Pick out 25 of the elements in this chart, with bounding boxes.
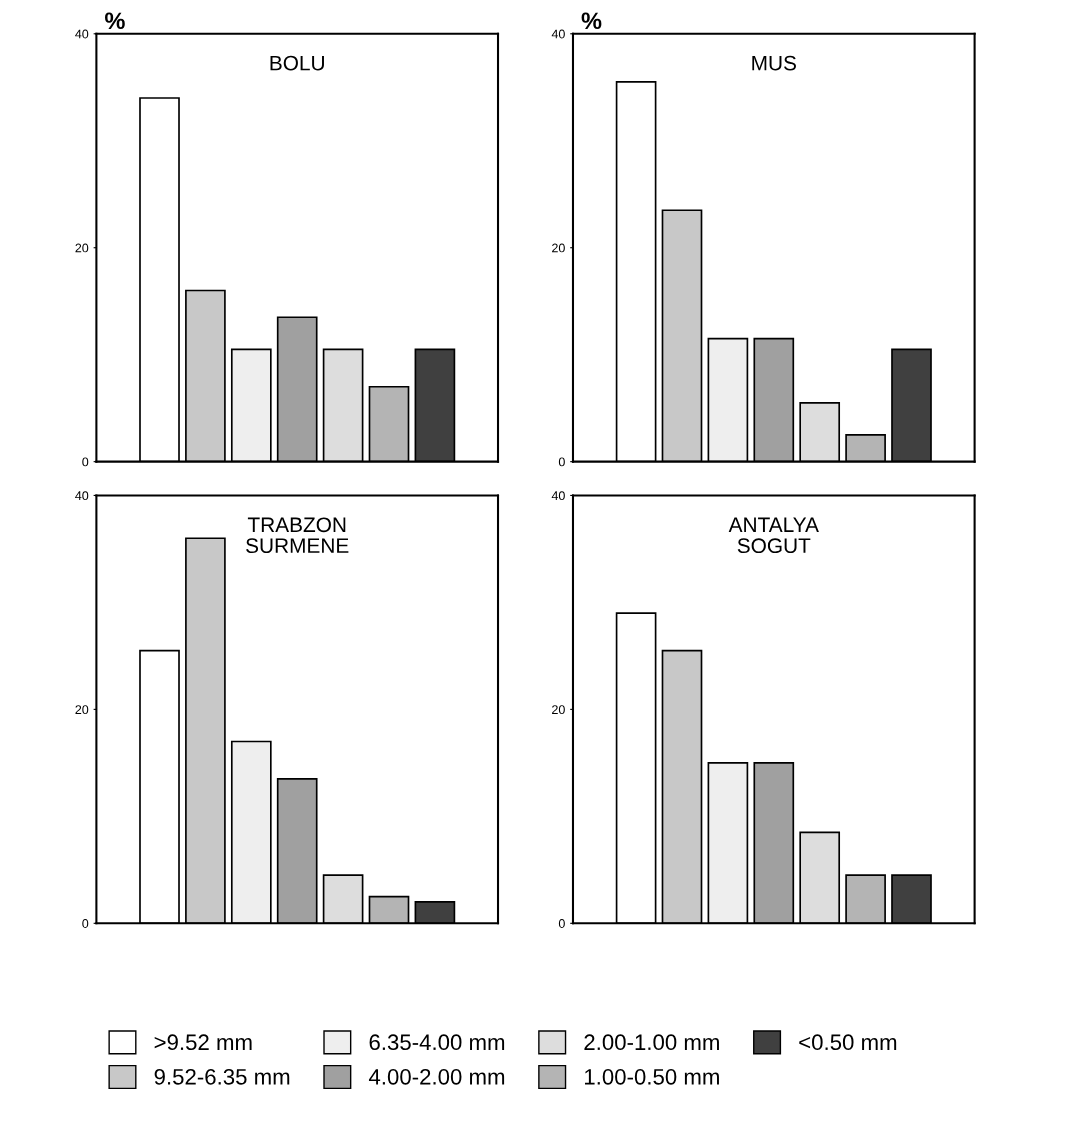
y-tick-label: 20 bbox=[552, 705, 565, 715]
y-tick-label: 20 bbox=[75, 705, 89, 715]
legend-label: 9.52-6.35 mm bbox=[154, 1068, 290, 1085]
y-tick-label: 0 bbox=[82, 457, 89, 467]
text: TRABZON SURMENE bbox=[246, 517, 349, 554]
y-tick-label: 40 bbox=[551, 29, 565, 39]
legend-label: 6.35-4.00 mm bbox=[369, 1034, 505, 1051]
text: BOLU bbox=[270, 55, 324, 71]
y-tick-label: 0 bbox=[558, 457, 565, 467]
y-tick-label: 40 bbox=[75, 29, 89, 39]
y-axis-title: % bbox=[105, 12, 125, 30]
text: MUS bbox=[752, 55, 796, 71]
y-tick-label: 40 bbox=[75, 491, 89, 501]
y-tick-label: 20 bbox=[552, 243, 565, 253]
y-tick-label: 40 bbox=[551, 491, 565, 501]
y-axis-title: % bbox=[581, 12, 602, 30]
legend-label: >9.52 mm bbox=[154, 1034, 252, 1051]
legend-label: 1.00-0.50 mm bbox=[585, 1068, 719, 1085]
text: ANTALYA SOGUT bbox=[728, 517, 819, 554]
y-tick-label: 0 bbox=[558, 919, 565, 928]
legend-label: 4.00-2.00 mm bbox=[368, 1068, 505, 1085]
y-tick-label: 20 bbox=[75, 243, 89, 253]
legend-label: <0.50 mm bbox=[799, 1034, 897, 1051]
y-tick-label: 0 bbox=[82, 919, 89, 928]
legend-label: 2.00-1.00 mm bbox=[584, 1034, 719, 1051]
